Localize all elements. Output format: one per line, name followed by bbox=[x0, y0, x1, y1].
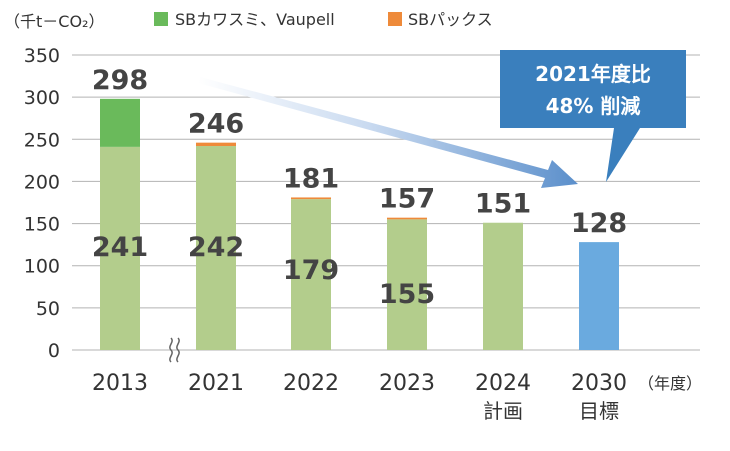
bar-base-2013 bbox=[100, 146, 140, 350]
legend-label-sb-kawasumi: SBカワスミ、Vaupell bbox=[175, 10, 335, 29]
total-label-2022: 181 bbox=[283, 163, 339, 194]
x-tick-2023: 2023 bbox=[379, 371, 435, 396]
bar-sb-packs-2023 bbox=[387, 217, 427, 220]
base-label-2021: 242 bbox=[188, 232, 244, 263]
value-labels: 298 241 246 242 181 179 157 155 151 128 bbox=[92, 65, 627, 310]
x-axis-ticks: 2013 2021 2022 2023 2024 計画 2030 目標 bbox=[92, 371, 627, 423]
base-label-2022: 179 bbox=[283, 255, 339, 286]
y-tick-100: 100 bbox=[24, 256, 60, 278]
x-tick-2021: 2021 bbox=[188, 371, 244, 396]
y-tick-300: 300 bbox=[24, 87, 60, 109]
callout-line-2: 48% 削減 bbox=[546, 94, 641, 118]
total-label-2030: 128 bbox=[571, 208, 627, 239]
bar-base-2024 bbox=[483, 222, 523, 350]
legend: SBカワスミ、Vaupell SBパックス bbox=[154, 10, 493, 29]
year-unit-label: （年度） bbox=[638, 374, 702, 393]
total-label-2024: 151 bbox=[475, 189, 531, 220]
x-tick-sub-2030: 目標 bbox=[579, 399, 619, 423]
gridlines bbox=[72, 54, 700, 351]
total-label-2021: 246 bbox=[188, 109, 244, 140]
bar-base-2021 bbox=[196, 146, 236, 350]
axis-break-mark bbox=[169, 337, 180, 363]
bar-sb-packs-2021 bbox=[196, 142, 236, 147]
x-tick-sub-2024: 計画 bbox=[483, 399, 523, 423]
y-tick-150: 150 bbox=[24, 214, 60, 236]
trend-arrow-shape bbox=[198, 77, 578, 188]
legend-swatch-sb-kawasumi bbox=[154, 12, 168, 26]
total-label-2013: 298 bbox=[92, 65, 148, 96]
bar-base-2022 bbox=[291, 199, 331, 350]
bars bbox=[100, 98, 619, 350]
y-tick-250: 250 bbox=[24, 129, 60, 151]
base-label-2013: 241 bbox=[92, 232, 148, 263]
y-tick-0: 0 bbox=[48, 340, 60, 362]
bar-base-2030 bbox=[579, 242, 619, 350]
unit-label: （千t－CO₂） bbox=[4, 12, 104, 31]
x-tick-2013: 2013 bbox=[92, 371, 148, 396]
base-label-2023: 155 bbox=[379, 279, 435, 310]
legend-swatch-sb-packs bbox=[388, 12, 402, 26]
y-tick-200: 200 bbox=[24, 171, 60, 193]
callout-line-1: 2021年度比 bbox=[535, 62, 651, 86]
bar-sb-kawasumi-2013 bbox=[100, 98, 140, 147]
x-tick-2022: 2022 bbox=[283, 371, 339, 396]
legend-label-sb-packs: SBパックス bbox=[408, 10, 493, 29]
bar-base-2023 bbox=[387, 219, 427, 350]
bar-sb-packs-2022 bbox=[291, 197, 331, 200]
y-axis-ticks: 0 50 100 150 200 250 300 350 bbox=[24, 45, 60, 362]
y-tick-350: 350 bbox=[24, 45, 60, 67]
y-tick-50: 50 bbox=[36, 298, 60, 320]
x-tick-2030: 2030 bbox=[571, 371, 627, 396]
total-label-2023: 157 bbox=[379, 184, 435, 215]
reduction-callout: 2021年度比 48% 削減 bbox=[500, 50, 686, 182]
trend-arrow bbox=[198, 77, 578, 188]
x-tick-2024: 2024 bbox=[475, 371, 531, 396]
